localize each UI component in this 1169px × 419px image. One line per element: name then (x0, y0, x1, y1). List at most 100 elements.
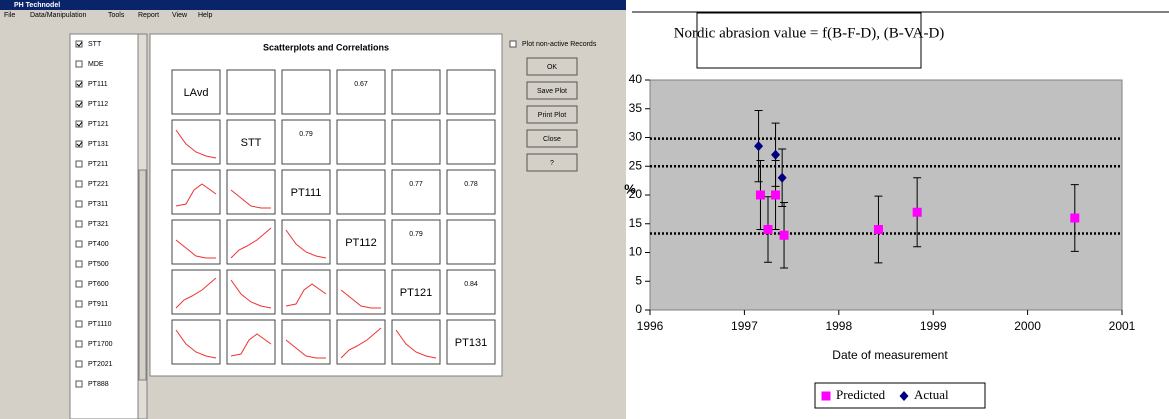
correlation: 0.78 (464, 181, 478, 188)
title-bar (0, 0, 626, 10)
legend-label: Predicted (836, 387, 886, 402)
matrix-cell (392, 120, 440, 164)
screen: Nordic abrasion value = f(B-F-D), (B-VA-… (0, 0, 1169, 419)
matrix-cell (447, 270, 495, 314)
matrix-cell (447, 170, 495, 214)
variable-label: LAvd (184, 87, 209, 99)
variable-label: PT121 (400, 287, 432, 299)
correlation: 0.79 (299, 131, 313, 138)
checkbox[interactable] (76, 221, 82, 227)
point (771, 191, 780, 200)
matrix-cell (172, 270, 220, 314)
checkbox[interactable] (76, 321, 82, 327)
record-label[interactable]: PT112 (88, 101, 108, 108)
menu-item[interactable]: Tools (108, 12, 125, 19)
matrix-cell (447, 70, 495, 114)
menu-item[interactable]: File (4, 12, 15, 19)
checkbox[interactable] (76, 261, 82, 267)
record-label[interactable]: PT221 (88, 181, 109, 188)
menu-item[interactable]: Data/Manipulation (30, 12, 87, 19)
button-label[interactable]: Save Plot (537, 88, 567, 95)
y-tick-label: 25 (629, 158, 643, 172)
menu-item[interactable]: Report (138, 12, 159, 19)
y-tick-label: 40 (629, 72, 643, 86)
matrix-cell (282, 120, 330, 164)
record-label[interactable]: PT2021 (88, 361, 113, 368)
matrix-cell (282, 70, 330, 114)
variable-label: STT (241, 137, 262, 149)
correlation: 0.77 (409, 181, 423, 188)
record-label[interactable]: PT600 (88, 281, 109, 288)
scroll-thumb[interactable] (139, 170, 146, 380)
option-checkbox[interactable] (510, 41, 516, 47)
x-tick-label: 1997 (731, 319, 758, 333)
y-tick-label: 35 (629, 101, 643, 115)
record-label[interactable]: PT911 (88, 301, 108, 308)
matrix-cell (392, 220, 440, 264)
y-tick-label: 10 (629, 245, 643, 259)
point (822, 392, 831, 401)
correlation: 0.84 (464, 281, 478, 288)
matrix-title: Scatterplots and Correlations (263, 42, 389, 52)
record-label[interactable]: PT131 (88, 141, 109, 148)
x-tick-label: 2000 (1014, 319, 1041, 333)
record-label[interactable]: PT211 (88, 161, 108, 168)
x-axis-label: Date of measurement (832, 348, 948, 362)
checkbox[interactable] (76, 281, 82, 287)
record-label[interactable]: PT400 (88, 241, 109, 248)
record-label[interactable]: PT1700 (88, 341, 113, 348)
record-label[interactable]: PT1110 (88, 321, 112, 328)
matrix-cell (447, 120, 495, 164)
x-tick-label: 1996 (637, 319, 664, 333)
option-label[interactable]: Plot non-active Records (522, 41, 597, 48)
record-label[interactable]: PT111 (88, 81, 108, 88)
record-label[interactable]: PT888 (88, 381, 109, 388)
record-label[interactable]: PT121 (88, 121, 109, 128)
x-tick-label: 2001 (1109, 319, 1136, 333)
point (780, 231, 789, 240)
checkbox[interactable] (76, 301, 82, 307)
checkbox[interactable] (76, 361, 82, 367)
button-label[interactable]: ? (550, 160, 554, 167)
y-tick-label: 30 (629, 130, 643, 144)
checkbox[interactable] (76, 201, 82, 207)
matrix-cell (337, 320, 385, 364)
checkbox[interactable] (76, 181, 82, 187)
matrix-cell (447, 220, 495, 264)
checkbox[interactable] (76, 241, 82, 247)
legend-label: Actual (914, 387, 949, 402)
menu-bar (0, 10, 626, 20)
window-title: PH Technodel (14, 2, 60, 9)
matrix-cell (227, 220, 275, 264)
button-label[interactable]: OK (547, 64, 557, 71)
point (1070, 214, 1079, 223)
x-tick-label: 1999 (920, 319, 947, 333)
matrix-cell (337, 120, 385, 164)
menu-item[interactable]: Help (198, 12, 213, 19)
menu-item[interactable]: View (172, 12, 188, 19)
button-label[interactable]: Close (543, 136, 561, 143)
matrix-cell (227, 70, 275, 114)
point (913, 208, 922, 217)
record-label[interactable]: PT500 (88, 261, 109, 268)
checkbox[interactable] (76, 341, 82, 347)
record-label[interactable]: PT321 (88, 221, 109, 228)
point (874, 225, 883, 234)
checkbox[interactable] (76, 381, 82, 387)
record-label[interactable]: STT (88, 41, 102, 48)
button-label[interactable]: Print Plot (538, 112, 566, 119)
x-tick-label: 1998 (825, 319, 852, 333)
matrix-cell (392, 170, 440, 214)
correlation: 0.67 (354, 81, 368, 88)
y-tick-label: 0 (635, 302, 642, 316)
checkbox[interactable] (76, 161, 82, 167)
variable-label: PT131 (455, 337, 487, 349)
checkbox[interactable] (76, 61, 82, 67)
point (764, 225, 773, 234)
record-label[interactable]: PT311 (88, 201, 108, 208)
record-label[interactable]: MDE (88, 61, 104, 68)
point (756, 191, 765, 200)
y-tick-label: 5 (635, 273, 642, 287)
y-tick-label: 15 (629, 216, 643, 230)
chart-title: Nordic abrasion value = f(B-F-D), (B-VA-… (674, 25, 945, 41)
